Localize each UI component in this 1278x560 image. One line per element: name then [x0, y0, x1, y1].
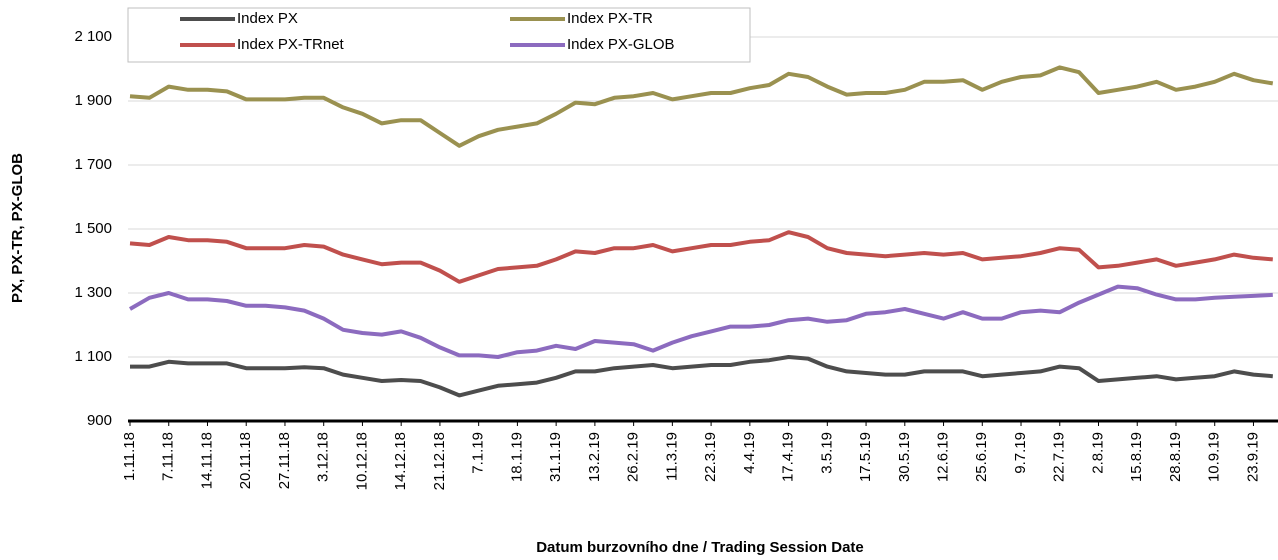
- series-line: [129, 230, 1273, 284]
- y-tick-label: 1 900: [74, 92, 112, 109]
- y-tick-label: 1 500: [74, 220, 112, 237]
- x-tick-label: 17.4.19: [780, 432, 797, 482]
- series-line: [129, 65, 1274, 148]
- y-tick-label: 1 700: [74, 156, 112, 173]
- x-tick-label: 14.12.18: [392, 432, 409, 490]
- x-tick-label: 23.9.19: [1244, 432, 1261, 482]
- x-tick-label: 21.12.18: [431, 432, 448, 490]
- legend-label: Index PX-GLOB: [567, 36, 675, 53]
- x-tick-label: 17.5.19: [857, 432, 874, 482]
- series-line: [130, 355, 1273, 398]
- x-tick-label: 2.8.19: [1089, 432, 1106, 474]
- x-tick-label: 12.6.19: [935, 432, 952, 482]
- x-tick-label: 10.12.18: [353, 432, 370, 490]
- y-tick-label: 1 100: [74, 348, 112, 365]
- y-tick-label: 1 300: [74, 284, 112, 301]
- y-tick-label: 2 100: [74, 28, 112, 45]
- legend-label: Index PX-TR: [567, 10, 653, 27]
- x-tick-label: 11.3.19: [663, 432, 680, 481]
- legend-label: Index PX-TRnet: [237, 36, 345, 53]
- x-tick-label: 9.7.19: [1012, 432, 1029, 474]
- x-tick-label: 13.2.19: [586, 432, 603, 482]
- x-tick-label: 18.1.19: [508, 432, 525, 482]
- x-tick-label: 7.1.19: [470, 432, 487, 474]
- x-axis-label: Datum burzovního dne / Trading Session D…: [536, 539, 864, 556]
- x-tick-label: 10.9.19: [1206, 432, 1223, 482]
- legend-box: [127, 7, 751, 63]
- y-axis-label: PX, PX-TR, PX-GLOB: [9, 153, 26, 303]
- x-tick-label: 1.11.18: [121, 432, 138, 481]
- x-tick-label: 25.6.19: [973, 432, 990, 482]
- x-tick-label: 27.11.18: [276, 432, 293, 489]
- x-tick-label: 30.5.19: [896, 432, 913, 482]
- x-tick-label: 26.2.19: [625, 432, 642, 482]
- x-tick-label: 14.11.18: [198, 432, 215, 489]
- x-tick-label: 28.8.19: [1167, 432, 1184, 482]
- legend-label: Index PX: [237, 10, 298, 27]
- x-tick-label: 22.3.19: [702, 432, 719, 482]
- x-tick-label: 15.8.19: [1128, 432, 1145, 482]
- x-tick-label: 3.5.19: [818, 432, 835, 474]
- series-line: [129, 284, 1273, 359]
- y-tick-label: 900: [87, 412, 112, 429]
- x-tick-label: 31.1.19: [547, 432, 564, 482]
- x-tick-label: 20.11.18: [237, 432, 254, 489]
- x-tick-label: 3.12.18: [315, 432, 332, 482]
- x-tick-label: 7.11.18: [160, 432, 177, 481]
- x-tick-label: 22.7.19: [1051, 432, 1068, 482]
- x-tick-label: 4.4.19: [741, 432, 758, 474]
